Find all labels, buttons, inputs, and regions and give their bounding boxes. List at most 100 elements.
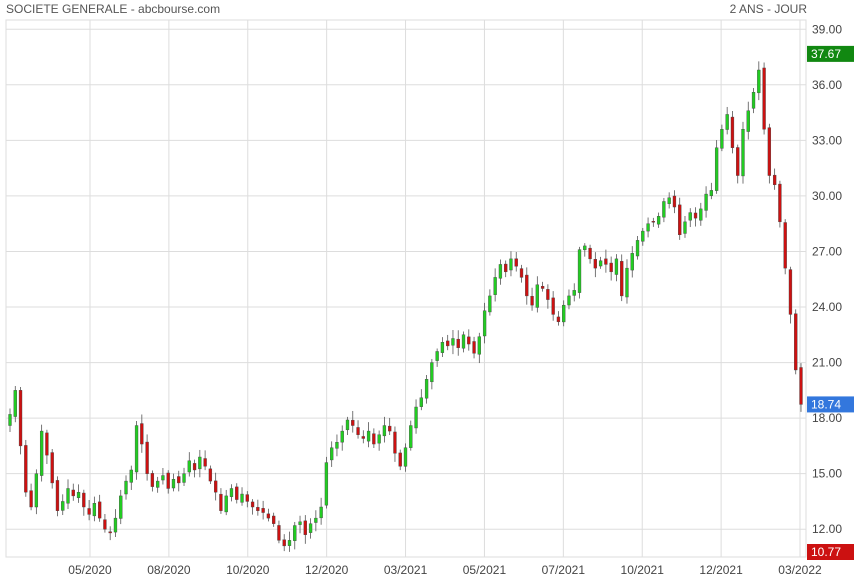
- candle: [18, 387, 23, 455]
- candle: [451, 329, 455, 355]
- candle-body-up: [409, 425, 413, 448]
- candles: [8, 61, 803, 552]
- candle-body-up: [330, 447, 334, 461]
- candle-body-up: [751, 92, 756, 109]
- candle: [66, 479, 70, 509]
- candle: [567, 289, 571, 310]
- candle-body-up: [182, 473, 186, 483]
- candle-body-up: [562, 304, 566, 323]
- candle: [741, 121, 745, 184]
- candle: [308, 518, 313, 539]
- candle: [382, 416, 387, 443]
- candle-body-up: [635, 240, 640, 257]
- candle-body-up: [535, 284, 539, 308]
- candle-body-up: [656, 216, 661, 225]
- candle-body-down: [609, 262, 613, 273]
- candle-body-down: [256, 507, 260, 511]
- candle: [714, 140, 719, 194]
- candle: [482, 302, 487, 344]
- candle: [514, 251, 518, 272]
- candle: [103, 513, 107, 533]
- candle: [224, 489, 228, 516]
- candle-body-down: [192, 463, 197, 471]
- candle: [620, 254, 624, 302]
- candle: [488, 289, 492, 316]
- candle-body-down: [103, 519, 107, 530]
- candle: [71, 483, 75, 501]
- candle-body-down: [472, 341, 476, 354]
- candle-body-down: [166, 472, 170, 489]
- candle-body-up: [598, 260, 603, 267]
- candle: [198, 449, 202, 478]
- candle-body-down: [87, 508, 91, 515]
- candle-body-down: [18, 390, 23, 447]
- candle: [250, 499, 255, 515]
- candle: [598, 256, 603, 269]
- candle: [551, 291, 555, 321]
- candle-body-up: [498, 264, 503, 279]
- badge-low: 10.77: [807, 544, 854, 561]
- candle: [229, 484, 234, 502]
- candle: [245, 491, 249, 508]
- candle-body-up: [198, 456, 202, 470]
- candle-body-up: [324, 462, 329, 506]
- x-tick-label: 10/2021: [621, 563, 665, 577]
- candle: [783, 219, 787, 275]
- candle-body-up: [161, 475, 165, 481]
- candle-body-up: [340, 430, 344, 443]
- candle: [472, 336, 476, 359]
- candle-body-down: [783, 222, 787, 269]
- candle: [366, 422, 371, 448]
- candle-body-down: [794, 313, 798, 371]
- candle: [171, 473, 176, 492]
- candle-body-up: [314, 517, 318, 523]
- candle: [156, 476, 160, 493]
- candle: [272, 512, 276, 527]
- candle: [113, 509, 118, 537]
- candle: [540, 281, 545, 292]
- candle-body-down: [393, 431, 397, 454]
- candle: [498, 259, 503, 285]
- candle-body-up: [171, 479, 176, 489]
- candle-body-up: [319, 506, 323, 519]
- candle-body-down: [145, 441, 149, 474]
- candle-body-up: [614, 258, 619, 275]
- candle: [203, 450, 207, 471]
- candle: [435, 348, 439, 367]
- candle: [361, 430, 365, 444]
- badge-high-box: [807, 45, 854, 62]
- candle: [266, 508, 271, 522]
- candle-body-up: [625, 267, 629, 298]
- candle: [725, 106, 729, 135]
- candle: [504, 260, 508, 278]
- candle: [13, 385, 17, 423]
- candle-body-down: [730, 116, 735, 148]
- candle: [377, 430, 381, 451]
- candle: [409, 420, 413, 451]
- candle: [414, 399, 418, 434]
- candle-body-down: [736, 147, 740, 176]
- candle-body-up: [366, 430, 371, 442]
- candle-body-up: [34, 473, 39, 508]
- x-tick-label: 08/2020: [147, 563, 191, 577]
- candle: [662, 197, 666, 223]
- candle-body-up: [293, 525, 297, 541]
- candle-body-up: [477, 336, 481, 355]
- candle-body-up: [683, 221, 687, 234]
- candle: [61, 494, 65, 516]
- y-tick-label: 27.00: [812, 244, 842, 258]
- period-label: 2 ANS - JOUR: [729, 2, 807, 16]
- candle-body-down: [55, 480, 60, 511]
- candle: [519, 264, 524, 283]
- candle: [546, 284, 550, 309]
- candle: [604, 249, 608, 273]
- candle: [76, 484, 81, 503]
- candle: [456, 330, 460, 356]
- candle-body-up: [741, 129, 745, 177]
- candle-body-up: [224, 495, 228, 513]
- x-axis-ticks: 05/2020 08/2020 10/2020 12/2020 03/2021 05/20…: [68, 563, 822, 577]
- candle: [440, 337, 445, 357]
- candle-body-up: [287, 540, 292, 546]
- candle-body-up: [92, 503, 97, 517]
- candle: [208, 465, 213, 484]
